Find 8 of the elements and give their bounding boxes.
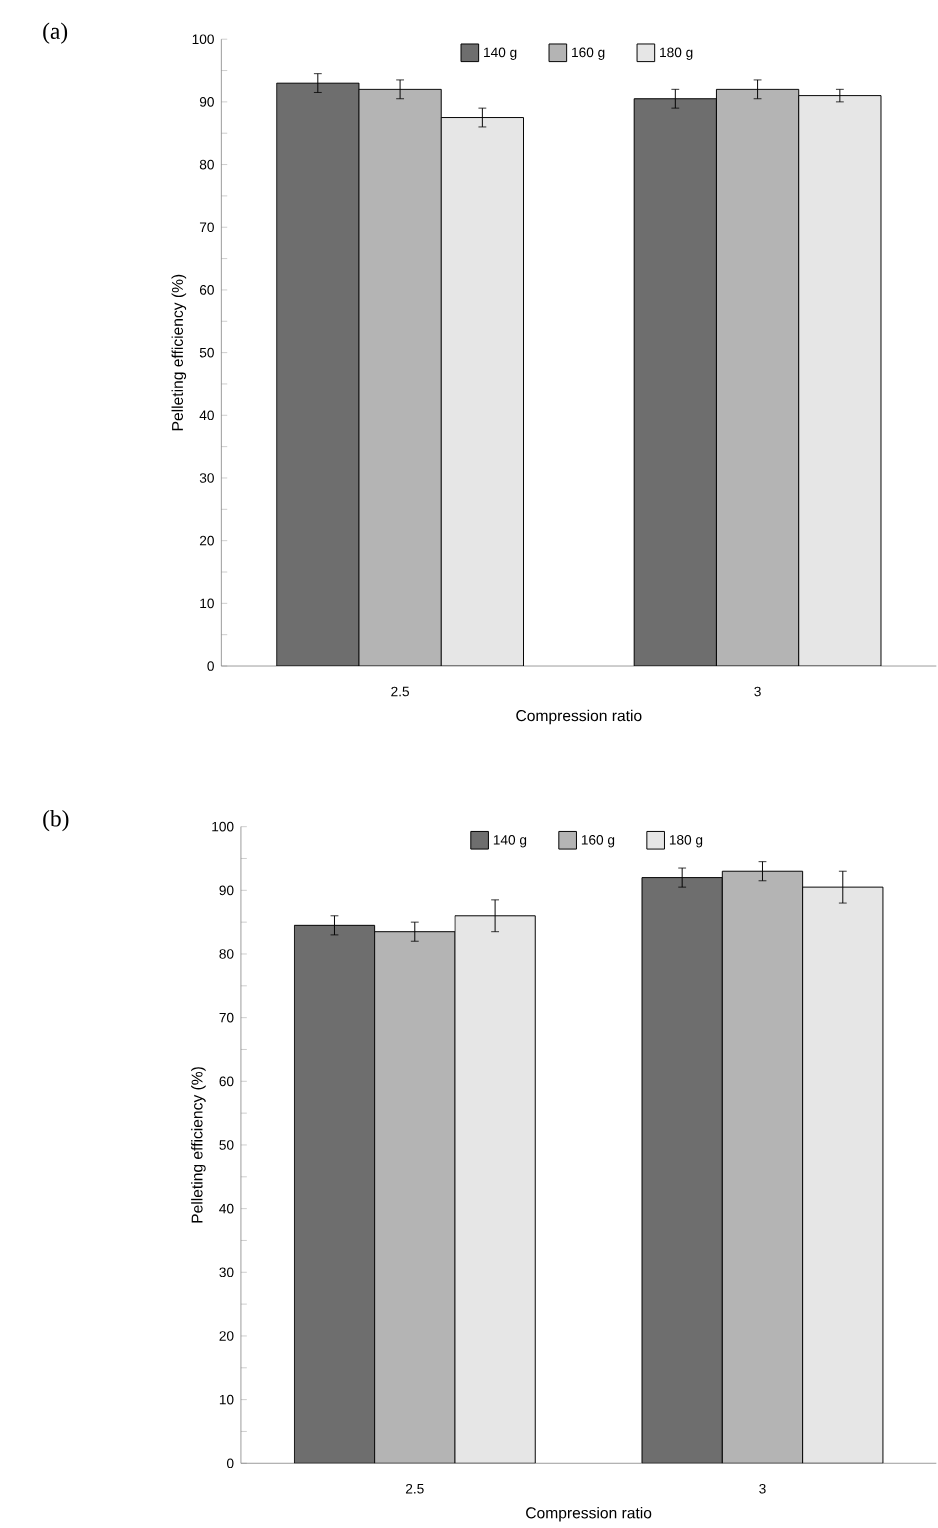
bar <box>802 886 884 1464</box>
bar <box>293 924 375 1464</box>
text: (b) <box>43 810 69 832</box>
text: (a) <box>43 22 67 44</box>
bar <box>374 931 456 1464</box>
bar <box>454 915 536 1464</box>
bar <box>641 877 723 1464</box>
bar <box>721 870 803 1464</box>
